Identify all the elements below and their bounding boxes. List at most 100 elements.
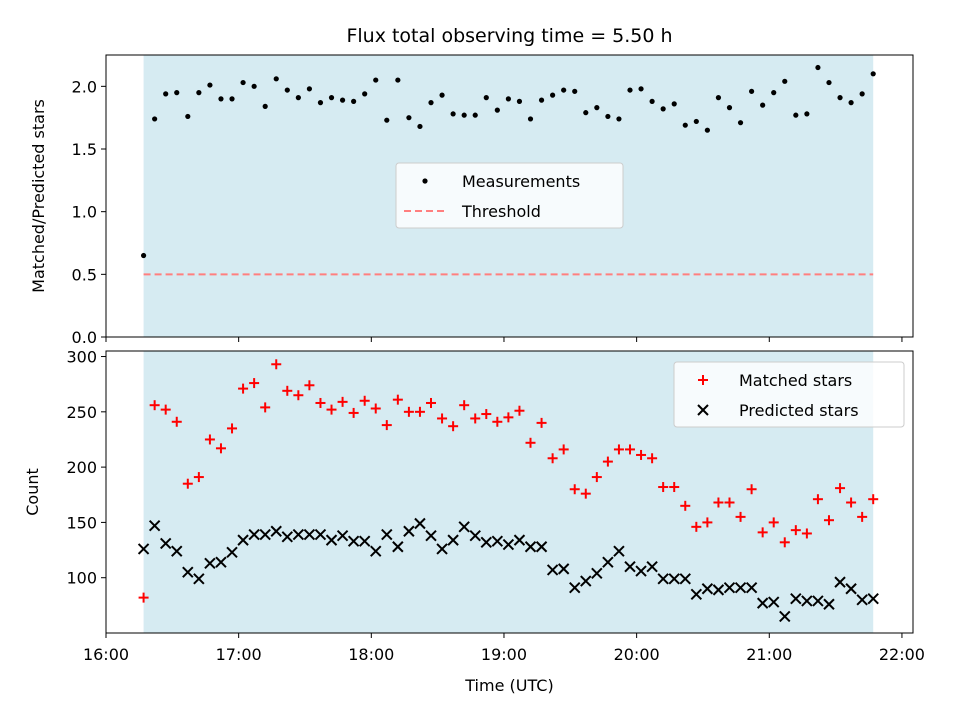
x-stroke (856, 594, 868, 606)
matched-point (348, 407, 359, 418)
measurement-point (483, 95, 489, 101)
matched-point (481, 409, 492, 420)
matched-point (171, 416, 182, 427)
x-stroke (734, 581, 747, 594)
x-stroke (745, 581, 758, 594)
measurement-point (671, 101, 677, 107)
predicted-point (845, 583, 857, 595)
predicted-point (469, 529, 481, 542)
x-stroke (723, 581, 736, 594)
predicted-point (226, 546, 238, 558)
measurement-point (207, 82, 213, 88)
top-y-axis-label: Matched/Predicted stars (29, 99, 48, 293)
matched-point (602, 456, 613, 467)
measurement-point (627, 87, 633, 93)
x-stroke (491, 535, 504, 547)
predicted-point (745, 581, 758, 594)
matched-point (790, 525, 801, 536)
measurement-point (152, 116, 158, 122)
x-stroke (182, 566, 194, 578)
matched-point (525, 437, 536, 448)
predicted-point (790, 593, 802, 605)
y-tick-label: 1.0 (72, 203, 97, 222)
predicted-point (779, 610, 791, 623)
predicted-point (701, 583, 714, 595)
x-stroke (314, 528, 327, 541)
measurement-point (406, 115, 412, 121)
matched-point (746, 484, 757, 495)
predicted-point (403, 525, 415, 537)
measurement-point (715, 95, 722, 101)
predicted-point (159, 537, 172, 550)
matched-point (304, 380, 315, 391)
matched-point (414, 406, 425, 417)
bottom-y-ticks: 100 150 200 250 300 (66, 348, 106, 588)
measurement-point (240, 79, 246, 86)
matched-point (182, 478, 193, 489)
x-stroke (635, 565, 647, 577)
measurement-point (516, 98, 523, 104)
y-tick-label: 200 (66, 458, 97, 477)
x-stroke (690, 588, 703, 601)
predicted-point (414, 517, 426, 530)
predicted-point (557, 563, 570, 575)
predicted-point (613, 545, 625, 557)
predicted-point (635, 565, 647, 577)
measurement-point (848, 100, 854, 106)
predicted-point (801, 595, 813, 607)
bottom-y-axis-label: Count (23, 468, 42, 516)
x-stroke (845, 583, 857, 595)
matched-point (801, 528, 812, 539)
measurement-point (572, 88, 578, 94)
matched-point (779, 537, 790, 548)
predicted-point (303, 528, 316, 541)
measurement-point (450, 111, 456, 117)
x-tick-label: 17:00 (216, 645, 262, 664)
predicted-point (646, 560, 658, 573)
x-stroke (204, 557, 216, 570)
measurement-point (793, 112, 799, 118)
chart-title: Flux total observing time = 5.50 h (346, 25, 672, 47)
predicted-point (812, 595, 824, 607)
matched-point (857, 511, 868, 522)
predicted-point (270, 525, 282, 537)
measurement-point (737, 120, 744, 126)
top-legend-box (395, 162, 624, 229)
predicted-point (712, 584, 725, 596)
measurement-point (826, 79, 832, 86)
x-stroke (535, 541, 548, 553)
x-stroke (790, 593, 802, 605)
x-stroke (867, 593, 879, 605)
x-stroke (679, 573, 691, 585)
measurement-point (185, 113, 191, 120)
measurement-point (837, 95, 843, 101)
legend-matched-label: Matched stars (739, 371, 852, 390)
matched-point (569, 484, 580, 495)
x-stroke (303, 528, 316, 541)
measurement-point (373, 77, 379, 83)
measurement-point (395, 77, 401, 83)
predicted-point (535, 541, 548, 553)
matched-point (536, 417, 547, 428)
y-tick-label: 250 (66, 403, 97, 422)
measurement-point (693, 118, 699, 125)
x-stroke (701, 583, 714, 595)
predicted-point (336, 529, 349, 542)
measurement-point (726, 105, 733, 111)
matched-point (392, 394, 403, 405)
x-stroke (425, 529, 437, 542)
x-tick-label: 16:00 (83, 645, 129, 664)
x-stroke (768, 596, 780, 608)
x-stroke (292, 528, 305, 541)
x-tick-label: 21:00 (746, 645, 792, 664)
measurement-point (284, 87, 290, 93)
predicted-point (569, 581, 581, 594)
matched-point (459, 400, 470, 411)
measurement-point (428, 100, 434, 106)
bottom-plot-frame (105, 350, 914, 634)
top-legend: Measurements Threshold (395, 162, 624, 229)
matched-point (658, 482, 669, 493)
predicted-point (325, 534, 338, 546)
predicted-point (182, 566, 194, 578)
matched-point (613, 444, 624, 455)
